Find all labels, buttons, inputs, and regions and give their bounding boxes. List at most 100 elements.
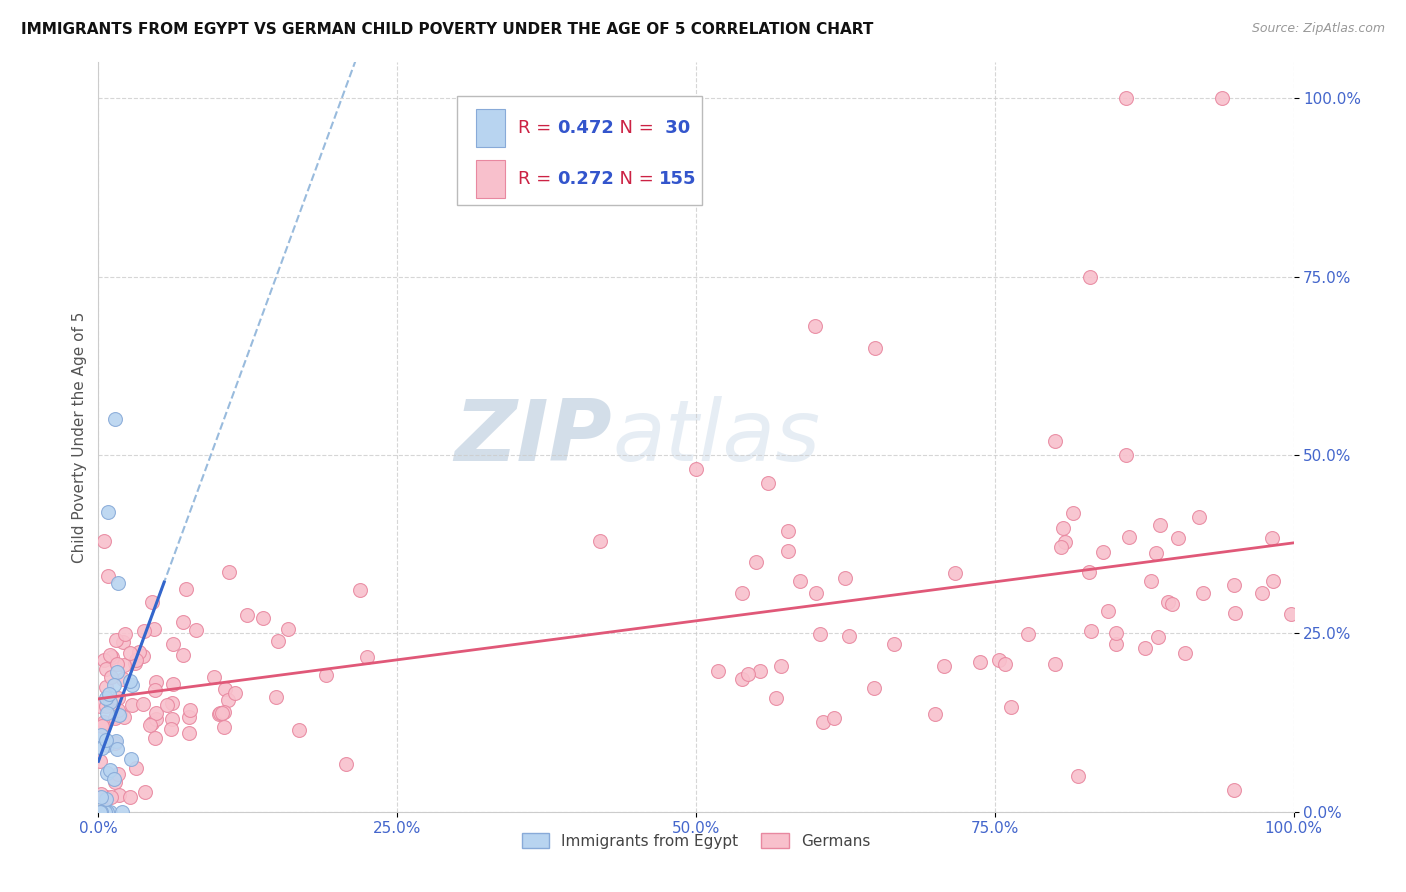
Point: [277, 623, 299, 637]
Point: [707, 664, 730, 678]
Point: [177, 710, 200, 724]
Point: [96, 706, 118, 720]
Point: [139, 718, 162, 732]
Point: [172, 648, 194, 662]
Point: [118, 646, 141, 660]
Point: [335, 756, 357, 771]
Point: [1157, 594, 1180, 608]
Point: [808, 627, 831, 641]
Point: [202, 670, 225, 684]
Point: [731, 586, 754, 600]
Point: [125, 653, 148, 667]
Point: [145, 675, 167, 690]
Point: [93, 653, 115, 667]
Point: [1043, 657, 1066, 672]
Point: [883, 637, 905, 651]
Legend: Immigrants from Egypt, Germans: Immigrants from Egypt, Germans: [515, 826, 877, 856]
Point: [212, 719, 235, 733]
Point: [179, 703, 201, 717]
Point: [118, 790, 141, 805]
Text: IMMIGRANTS FROM EGYPT VS GERMAN CHILD POVERTY UNDER THE AGE OF 5 CORRELATION CHA: IMMIGRANTS FROM EGYPT VS GERMAN CHILD PO…: [21, 22, 873, 37]
Point: [121, 698, 143, 712]
Point: [863, 681, 886, 695]
Point: [112, 634, 135, 648]
FancyBboxPatch shape: [477, 160, 505, 197]
Point: [267, 634, 290, 648]
Point: [93, 533, 115, 548]
Text: 0.272: 0.272: [557, 169, 614, 188]
Point: [93, 714, 115, 729]
Point: [120, 752, 142, 766]
Point: [1260, 532, 1282, 546]
Point: [160, 712, 183, 726]
Point: [114, 627, 136, 641]
Text: ZIP: ZIP: [454, 395, 613, 479]
Point: [174, 582, 197, 597]
Point: [162, 637, 184, 651]
Point: [94, 680, 117, 694]
Point: [97, 505, 120, 519]
Point: [731, 673, 754, 687]
Point: [1167, 531, 1189, 545]
Point: [778, 524, 800, 539]
Point: [98, 763, 121, 777]
Point: [132, 697, 155, 711]
Point: [823, 711, 845, 725]
Point: [685, 462, 707, 476]
Point: [811, 714, 834, 729]
Point: [112, 710, 135, 724]
Point: [128, 645, 150, 659]
Point: [107, 576, 129, 591]
Point: [1144, 546, 1167, 560]
Point: [1080, 269, 1102, 284]
Point: [1067, 769, 1090, 783]
Point: [94, 715, 117, 730]
Point: [224, 686, 246, 700]
Point: [1133, 641, 1156, 656]
Point: [96, 739, 118, 753]
Point: [132, 624, 155, 639]
Point: [104, 633, 127, 648]
Text: R =: R =: [517, 120, 557, 137]
Point: [315, 668, 337, 682]
Point: [108, 708, 131, 723]
Point: [104, 775, 127, 789]
Point: [103, 772, 125, 786]
Point: [1115, 448, 1137, 462]
Point: [90, 728, 112, 742]
Point: [100, 649, 122, 664]
Point: [218, 566, 240, 580]
Point: [1105, 625, 1128, 640]
Point: [105, 665, 128, 680]
Point: [1279, 607, 1302, 621]
Point: [770, 659, 793, 673]
Point: [988, 653, 1011, 667]
Point: [141, 595, 163, 609]
Point: [589, 533, 612, 548]
Point: [1080, 624, 1102, 638]
Point: [179, 725, 201, 739]
Point: [104, 711, 127, 725]
Point: [111, 805, 134, 819]
Point: [96, 662, 118, 676]
Point: [765, 690, 787, 705]
Point: [105, 741, 128, 756]
Point: [90, 805, 112, 819]
Text: 155: 155: [659, 169, 696, 188]
Point: [1160, 598, 1182, 612]
Point: [172, 615, 194, 629]
Point: [932, 659, 955, 673]
Point: [1211, 91, 1233, 105]
Point: [89, 805, 111, 819]
Point: [745, 555, 768, 569]
Point: [98, 687, 121, 701]
Text: N =: N =: [607, 169, 659, 188]
Point: [107, 657, 129, 671]
Point: [214, 681, 236, 696]
Point: [804, 319, 827, 334]
Point: [349, 582, 371, 597]
Point: [756, 476, 779, 491]
Point: [104, 412, 127, 426]
Point: [121, 678, 143, 692]
Point: [1017, 627, 1039, 641]
